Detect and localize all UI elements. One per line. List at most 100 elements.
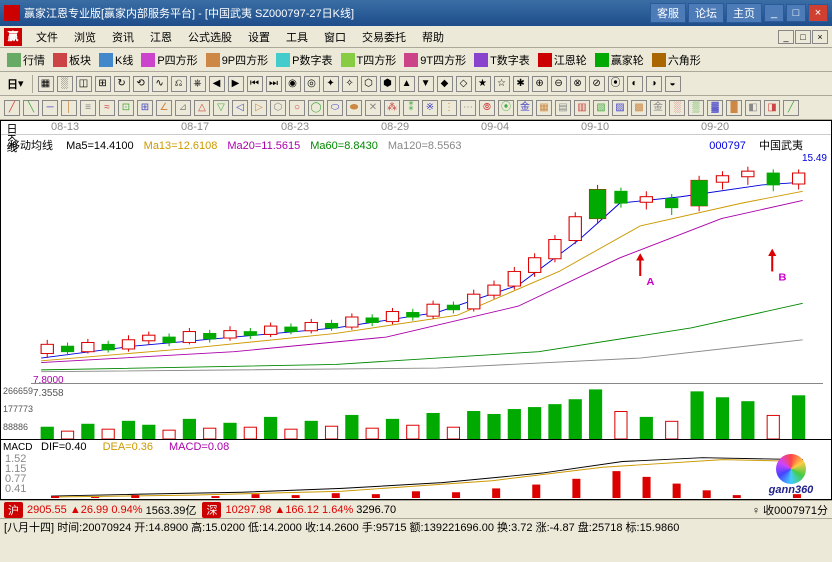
service-button[interactable]: 客服 <box>650 3 686 23</box>
tb-K线[interactable]: K线 <box>96 51 136 69</box>
tbicon-27[interactable]: ⊖ <box>551 76 567 92</box>
tool-41[interactable]: ╱ <box>783 100 799 116</box>
tbicon-24[interactable]: ☆ <box>494 76 510 92</box>
tool-28[interactable]: ▦ <box>536 100 552 116</box>
menu-文件[interactable]: 文件 <box>28 30 66 46</box>
menu-窗口[interactable]: 窗口 <box>316 30 354 46</box>
tool-0[interactable]: ╱ <box>4 100 20 116</box>
tool-37[interactable]: ▓ <box>707 100 723 116</box>
tool-9[interactable]: ⊿ <box>175 100 191 116</box>
tool-27[interactable]: 金 <box>517 100 533 116</box>
tbicon-22[interactable]: ◇ <box>456 76 472 92</box>
tool-19[interactable]: ✕ <box>365 100 381 116</box>
minimize-button[interactable]: _ <box>764 4 784 22</box>
menu-江恩[interactable]: 江恩 <box>142 30 180 46</box>
tool-3[interactable]: │ <box>61 100 77 116</box>
tool-29[interactable]: ▤ <box>555 100 571 116</box>
tool-14[interactable]: ⬡ <box>270 100 286 116</box>
mdi-restore-button[interactable]: □ <box>795 30 811 44</box>
tool-25[interactable]: ⦾ <box>479 100 495 116</box>
mdi-close-button[interactable]: × <box>812 30 828 44</box>
tbicon-32[interactable]: ◑ <box>646 76 662 92</box>
tbicon-26[interactable]: ⊕ <box>532 76 548 92</box>
tool-34[interactable]: 金 <box>650 100 666 116</box>
tool-13[interactable]: ▷ <box>251 100 267 116</box>
menu-设置[interactable]: 设置 <box>240 30 278 46</box>
tbicon-7[interactable]: ⎌ <box>171 76 187 92</box>
close-button[interactable]: × <box>808 4 828 22</box>
tool-38[interactable]: █ <box>726 100 742 116</box>
tool-6[interactable]: ⊡ <box>118 100 134 116</box>
tool-39[interactable]: ◧ <box>745 100 761 116</box>
tool-8[interactable]: ∠ <box>156 100 172 116</box>
tbicon-14[interactable]: ◎ <box>304 76 320 92</box>
tb-9T四方形[interactable]: 9T四方形 <box>401 51 469 69</box>
tool-12[interactable]: ◁ <box>232 100 248 116</box>
forum-button[interactable]: 论坛 <box>688 3 724 23</box>
kline-chart[interactable]: 日K线 08-1308-1708-2308-2909-0409-1009-20 … <box>0 120 832 440</box>
tbicon-2[interactable]: ◫ <box>76 76 92 92</box>
tb-9P四方形[interactable]: 9P四方形 <box>203 51 271 69</box>
tbicon-21[interactable]: ◆ <box>437 76 453 92</box>
tbicon-13[interactable]: ◉ <box>285 76 301 92</box>
tool-17[interactable]: ⬭ <box>327 100 343 116</box>
tool-10[interactable]: △ <box>194 100 210 116</box>
tool-16[interactable]: ◯ <box>308 100 324 116</box>
tool-2[interactable]: ─ <box>42 100 58 116</box>
tbicon-31[interactable]: ◐ <box>627 76 643 92</box>
tbicon-18[interactable]: ⬢ <box>380 76 396 92</box>
menu-公式选股[interactable]: 公式选股 <box>180 30 240 46</box>
tool-35[interactable]: ░ <box>669 100 685 116</box>
tool-21[interactable]: ⁑ <box>403 100 419 116</box>
tool-26[interactable]: ⦿ <box>498 100 514 116</box>
tbicon-5[interactable]: ⟲ <box>133 76 149 92</box>
menu-交易委托[interactable]: 交易委托 <box>354 30 414 46</box>
tbicon-8[interactable]: ⎈ <box>190 76 206 92</box>
mdi-min-button[interactable]: _ <box>778 30 794 44</box>
tbicon-17[interactable]: ⬡ <box>361 76 377 92</box>
tool-7[interactable]: ⊞ <box>137 100 153 116</box>
tool-4[interactable]: ≡ <box>80 100 96 116</box>
menu-浏览[interactable]: 浏览 <box>66 30 104 46</box>
tbicon-28[interactable]: ⊗ <box>570 76 586 92</box>
tbicon-1[interactable]: ░ <box>57 76 73 92</box>
tool-23[interactable]: ⋮ <box>441 100 457 116</box>
tool-40[interactable]: ◨ <box>764 100 780 116</box>
tbicon-12[interactable]: ⏭ <box>266 76 282 92</box>
tbicon-0[interactable]: ▦ <box>38 76 54 92</box>
tool-36[interactable]: ▒ <box>688 100 704 116</box>
tb-P四方形[interactable]: P四方形 <box>138 51 200 69</box>
tool-11[interactable]: ▽ <box>213 100 229 116</box>
tbicon-33[interactable]: ◒ <box>665 76 681 92</box>
candle-area[interactable]: AB 15.49 <box>31 153 823 379</box>
tb-T数字表[interactable]: T数字表 <box>471 51 533 69</box>
tool-33[interactable]: ▩ <box>631 100 647 116</box>
tb-行情[interactable]: 行情 <box>4 51 48 69</box>
tbicon-20[interactable]: ▼ <box>418 76 434 92</box>
tb-江恩轮[interactable]: 江恩轮 <box>535 51 590 69</box>
period-selector[interactable]: 日 ▾ <box>4 75 27 93</box>
tbicon-19[interactable]: ▲ <box>399 76 415 92</box>
tbicon-30[interactable]: ⦿ <box>608 76 624 92</box>
tbicon-25[interactable]: ✱ <box>513 76 529 92</box>
tbicon-10[interactable]: ▶ <box>228 76 244 92</box>
menu-工具[interactable]: 工具 <box>278 30 316 46</box>
tool-15[interactable]: ○ <box>289 100 305 116</box>
tbicon-3[interactable]: ⊞ <box>95 76 111 92</box>
tb-P数字表[interactable]: P数字表 <box>273 51 335 69</box>
macd-chart[interactable]: MACD DIF=0.40DEA=0.36MACD=0.08 1.521.150… <box>0 440 832 500</box>
tool-32[interactable]: ▨ <box>612 100 628 116</box>
tool-18[interactable]: ⬬ <box>346 100 362 116</box>
tool-31[interactable]: ▧ <box>593 100 609 116</box>
tool-1[interactable]: ╲ <box>23 100 39 116</box>
tool-5[interactable]: ≈ <box>99 100 115 116</box>
tbicon-6[interactable]: ∿ <box>152 76 168 92</box>
tbicon-4[interactable]: ↻ <box>114 76 130 92</box>
menu-资讯[interactable]: 资讯 <box>104 30 142 46</box>
tb-赢家轮[interactable]: 赢家轮 <box>592 51 647 69</box>
tool-20[interactable]: ⁂ <box>384 100 400 116</box>
tbicon-29[interactable]: ⊘ <box>589 76 605 92</box>
menu-帮助[interactable]: 帮助 <box>414 30 452 46</box>
tb-六角形[interactable]: 六角形 <box>649 51 704 69</box>
tbicon-15[interactable]: ✦ <box>323 76 339 92</box>
